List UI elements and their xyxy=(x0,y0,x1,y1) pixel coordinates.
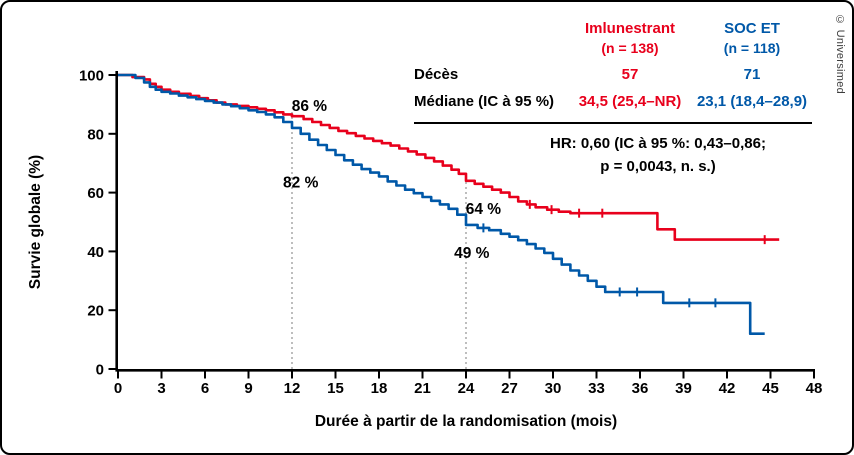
km-curve-imlunestrant xyxy=(118,73,780,241)
y-axis-title: Survie globale (%) xyxy=(27,155,44,289)
x-tick-label: 6 xyxy=(201,380,209,397)
x-tick-label: 15 xyxy=(327,380,344,397)
series-name: SOC ET xyxy=(724,20,780,37)
x-tick-label: 48 xyxy=(806,380,823,397)
x-tick-label: 36 xyxy=(632,380,649,397)
x-tick-label: 24 xyxy=(458,380,475,397)
mediane-soc-et: 23,1 (18,4–28,9) xyxy=(696,92,808,110)
row-label-deces: Décès xyxy=(414,65,459,83)
axis-frame xyxy=(115,71,815,372)
x-tick-label: 18 xyxy=(371,380,388,397)
mediane-imlunestrant: 34,5 (25,4–NR) xyxy=(578,92,682,110)
table-corner-spacer xyxy=(414,20,568,57)
column-header-imlunestrant: Imlunestrant (n = 138) xyxy=(568,20,692,57)
series-n: (n = 138) xyxy=(601,40,659,56)
credit-vertical: © Universimed xyxy=(834,14,846,95)
x-tick-label: 21 xyxy=(414,380,431,397)
x-tick-label: 45 xyxy=(762,380,779,397)
annotation-imlunestrant-86-: 86 % xyxy=(292,98,328,115)
series-name: Imlunestrant xyxy=(584,20,675,37)
hr-annotation: HR: 0,60 (IC à 95 %: 0,43–0,86; p = 0,00… xyxy=(502,133,814,178)
x-tick-label: 39 xyxy=(675,380,692,397)
stats-table: Imlunestrant (n = 138) SOC ET (n = 118) … xyxy=(414,20,812,124)
annotation-imlunestrant-64-: 64 % xyxy=(466,201,502,218)
y-tick-label: 60 xyxy=(87,185,104,202)
deces-imlunestrant: 57 xyxy=(621,65,639,83)
row-label-mediane: Médiane (IC à 95 %) xyxy=(414,92,555,110)
series-n: (n = 118) xyxy=(723,40,781,56)
y-tick-label: 100 xyxy=(79,68,104,85)
table-divider xyxy=(414,121,812,124)
hr-line1: HR: 0,60 (IC à 95 %: 0,43–0,86; xyxy=(550,135,766,152)
x-axis-title: Durée à partir de la randomisation (mois… xyxy=(315,413,617,430)
x-tick-label: 42 xyxy=(719,380,736,397)
x-tick-label: 30 xyxy=(545,380,562,397)
km-curve-soc-et xyxy=(118,73,765,335)
x-tick-label: 12 xyxy=(284,380,301,397)
x-tick-label: 33 xyxy=(588,380,605,397)
x-tick-label: 27 xyxy=(501,380,518,397)
hr-line2: p = 0,0043, n. s.) xyxy=(600,157,716,175)
column-header-soc-et: SOC ET (n = 118) xyxy=(692,20,812,57)
y-tick-label: 20 xyxy=(87,303,104,320)
annotation-soc-et-82-: 82 % xyxy=(283,174,319,191)
x-tick-label: 9 xyxy=(244,380,252,397)
y-tick-label: 40 xyxy=(87,244,104,261)
x-tick-label: 0 xyxy=(114,380,122,397)
annotation-soc-et-49-: 49 % xyxy=(454,245,490,262)
x-tick-label: 3 xyxy=(157,380,165,397)
y-tick-label: 0 xyxy=(96,362,104,379)
deces-soc-et: 71 xyxy=(743,65,761,83)
y-tick-label: 80 xyxy=(87,126,104,143)
